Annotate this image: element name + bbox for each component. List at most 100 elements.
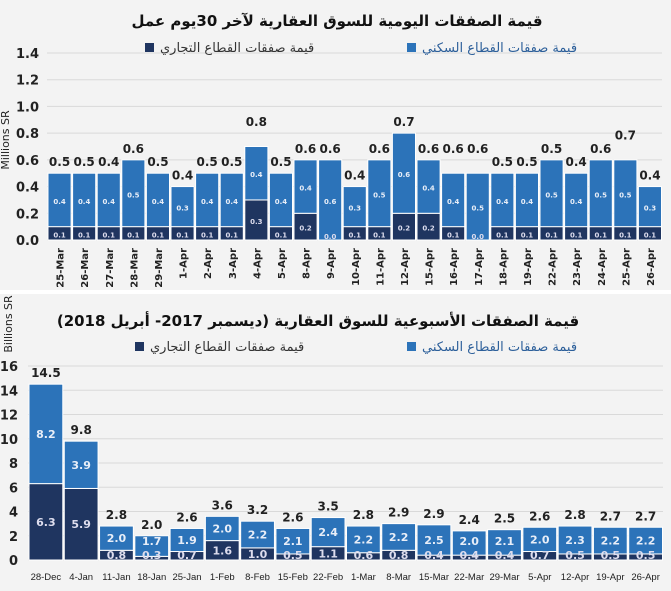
data-label-total: 0.6 — [295, 142, 316, 156]
data-label-residential: 2.2 — [389, 531, 409, 544]
legend-swatch — [407, 43, 416, 52]
data-label-total: 0.5 — [492, 155, 513, 169]
x-tick-label: 28-Dec — [31, 572, 62, 583]
data-label-residential: 0.4 — [570, 198, 583, 206]
data-label-total: 0.6 — [467, 142, 488, 156]
data-label-commercial: 0.1 — [545, 231, 558, 239]
bar-residential — [637, 186, 663, 228]
data-label-total: 0.6 — [418, 142, 439, 156]
bar-residential — [441, 172, 466, 228]
data-label-residential: 0.6 — [324, 198, 337, 206]
data-label-commercial: 0.8 — [107, 549, 127, 562]
bar-residential — [169, 527, 205, 553]
x-tick-label: 15-Mar — [419, 572, 449, 583]
bar-residential — [72, 172, 97, 228]
data-label-commercial: 1.0 — [248, 548, 268, 561]
x-tick-label: 11-Jan — [102, 572, 130, 583]
data-label-residential: 2.1 — [283, 535, 303, 548]
bar-residential — [96, 172, 121, 228]
x-tick-label: 18-Jan — [137, 572, 166, 583]
bar-residential — [145, 172, 170, 228]
x-tick-label: 18-Apr — [498, 248, 509, 286]
data-label-total: 2.9 — [388, 506, 409, 520]
data-label-commercial: 0.4 — [495, 549, 515, 562]
data-label-residential: 3.9 — [71, 459, 91, 472]
bar-residential — [219, 172, 244, 228]
data-label-commercial: 0.1 — [226, 231, 239, 239]
data-label-residential: 0.3 — [176, 205, 189, 213]
data-label-commercial: 6.3 — [36, 516, 56, 529]
x-tick-label: 25-Jan — [172, 572, 201, 583]
data-label-total: 0.4 — [639, 169, 660, 183]
data-label-total: 0.5 — [516, 155, 537, 169]
data-label-residential: 2.2 — [354, 533, 374, 546]
data-label-residential: 0.4 — [496, 198, 509, 206]
data-label-residential: 0.4 — [152, 198, 165, 206]
data-label-residential: 0.4 — [201, 198, 214, 206]
y-tick-label: 1.2 — [16, 74, 39, 89]
y-tick-label: 6 — [9, 481, 18, 496]
bar-residential — [490, 172, 515, 228]
data-label-total: 3.6 — [212, 498, 233, 512]
bar-commercial — [63, 487, 99, 561]
data-label-total: 0.8 — [246, 115, 267, 129]
x-tick-label: 19-Apr — [523, 248, 534, 286]
x-tick-label: 5-Apr — [277, 248, 288, 279]
data-label-commercial: 0.7 — [177, 549, 197, 562]
data-label-residential: 2.1 — [495, 535, 515, 548]
data-label-commercial: 0.1 — [349, 231, 362, 239]
data-label-total: 2.5 — [494, 512, 515, 526]
data-label-commercial: 0.1 — [201, 231, 214, 239]
y-tick-label: 10 — [0, 433, 18, 448]
x-tick-label: 15-Feb — [278, 572, 308, 583]
data-label-residential: 0.5 — [373, 191, 386, 199]
x-tick-label: 25-Apr — [621, 248, 632, 286]
data-label-residential: 0.4 — [250, 171, 263, 179]
data-label-total: 2.6 — [529, 509, 550, 523]
x-tick-label: 28-Mar — [129, 248, 140, 288]
data-label-total: 0.6 — [320, 142, 341, 156]
legend-label: قيمة صفقات القطاع التجاري — [150, 340, 304, 355]
data-label-commercial: 0.1 — [619, 231, 632, 239]
data-label-residential: 0.3 — [644, 205, 657, 213]
y-tick-label: 1.0 — [16, 100, 39, 115]
data-label-total: 0.7 — [393, 115, 414, 129]
y-tick-label: 16 — [0, 360, 18, 375]
data-label-total: 2.8 — [564, 508, 585, 522]
data-label-commercial: 0.3 — [250, 218, 263, 226]
bar-residential — [451, 530, 487, 556]
data-label-residential: 0.6 — [398, 171, 411, 179]
x-tick-label: 8-Mar — [386, 572, 411, 583]
x-tick-label: 1-Apr — [179, 248, 190, 279]
data-label-total: 2.7 — [600, 509, 621, 523]
bar-residential — [564, 172, 589, 228]
data-label-commercial: 0.8 — [389, 549, 409, 562]
data-label-total: 2.0 — [141, 518, 162, 532]
bar-residential — [240, 520, 275, 549]
y-tick-label: 12 — [0, 409, 18, 424]
bar-residential — [522, 526, 558, 553]
legend-label: قيمة صفقات القطاع التجاري — [160, 41, 314, 56]
x-tick-label: 26-Apr — [631, 572, 660, 583]
x-tick-label: 29-Mar — [154, 248, 165, 288]
bar-residential — [275, 527, 311, 555]
y-tick-label: 2 — [9, 530, 18, 545]
data-label-residential: 0.3 — [349, 205, 362, 213]
x-tick-label: 23-Apr — [572, 248, 583, 286]
data-label-commercial: 0.0 — [324, 233, 337, 241]
data-label-residential: 2.0 — [107, 532, 127, 545]
legend-swatch — [135, 342, 144, 351]
data-label-commercial: 1.1 — [318, 547, 338, 560]
data-label-residential: 0.4 — [422, 185, 435, 193]
bar-residential — [416, 159, 441, 214]
bar-residential — [28, 383, 64, 485]
data-label-residential: 2.4 — [318, 526, 338, 539]
chart-title: قيمة الصفقات الأسبوعية للسوق العقارية (د… — [57, 311, 579, 330]
data-label-total: 0.4 — [98, 155, 119, 169]
data-label-commercial: 0.1 — [152, 231, 165, 239]
data-label-total: 2.9 — [423, 507, 444, 521]
data-label-residential: 0.4 — [78, 198, 91, 206]
bar-residential — [367, 159, 392, 228]
data-label-commercial: 0.1 — [78, 231, 91, 239]
